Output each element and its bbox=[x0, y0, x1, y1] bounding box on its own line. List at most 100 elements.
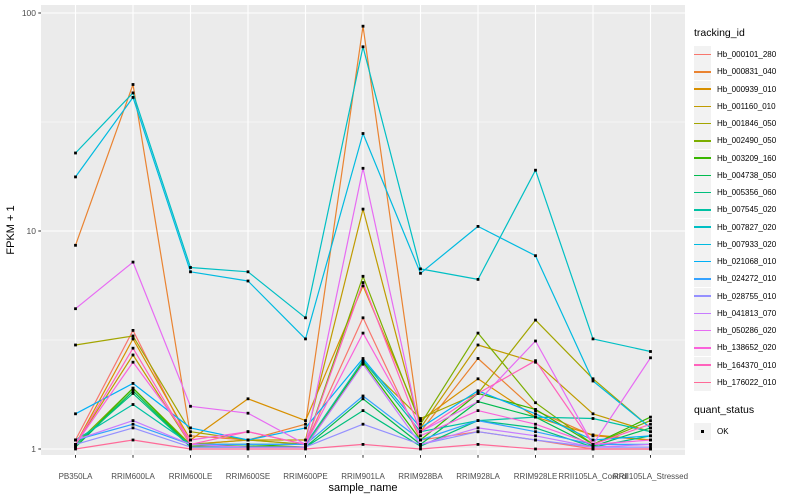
data-point bbox=[304, 419, 307, 422]
series-color-line-icon bbox=[694, 191, 711, 194]
x-tick-label: RRIM928LA bbox=[456, 472, 500, 481]
series-color-line-icon bbox=[694, 88, 711, 90]
data-point bbox=[649, 419, 652, 422]
legend-item: Hb_000101_280 bbox=[694, 46, 777, 64]
data-point bbox=[361, 132, 365, 135]
legend-item-label: Hb_001160_010 bbox=[717, 101, 776, 111]
legend-item: Hb_176022_010 bbox=[694, 373, 777, 391]
data-point bbox=[189, 426, 192, 430]
data-point bbox=[304, 426, 307, 430]
legend-item-label: Hb_024272_010 bbox=[717, 274, 777, 284]
x-tick-label: RRIM928BA bbox=[398, 472, 443, 481]
data-point bbox=[361, 207, 365, 211]
data-point bbox=[304, 443, 307, 446]
legend-item: Hb_000831_040 bbox=[694, 63, 776, 81]
x-tick-label: RRII105LA_Stressed bbox=[613, 472, 688, 481]
data-point bbox=[74, 447, 77, 451]
series-color-line-icon bbox=[694, 53, 711, 56]
data-point bbox=[649, 415, 652, 419]
data-point bbox=[419, 267, 422, 271]
y-tick-label: 100 bbox=[22, 8, 36, 18]
legend-item: Hb_001846_050 bbox=[694, 115, 776, 133]
data-point bbox=[591, 447, 595, 451]
legend-key bbox=[694, 287, 711, 305]
data-point bbox=[304, 316, 307, 320]
legend-key bbox=[694, 322, 711, 340]
data-point bbox=[246, 411, 250, 415]
data-point bbox=[534, 422, 537, 426]
data-point bbox=[649, 426, 652, 430]
data-point bbox=[649, 350, 652, 353]
data-point bbox=[189, 430, 192, 434]
data-point bbox=[131, 389, 135, 393]
data-point bbox=[361, 362, 365, 366]
data-point bbox=[534, 434, 537, 438]
legend-item: Hb_003209_160 bbox=[694, 149, 776, 167]
data-point bbox=[131, 419, 135, 422]
data-point bbox=[591, 433, 595, 437]
data-point bbox=[246, 397, 250, 401]
data-point bbox=[476, 430, 480, 434]
data-point bbox=[189, 443, 192, 446]
data-point bbox=[476, 331, 480, 335]
data-point bbox=[591, 379, 595, 383]
series-color-line-icon bbox=[694, 71, 711, 73]
y-tick-label: 10 bbox=[27, 226, 37, 236]
legend-item-label: Hb_176022_010 bbox=[717, 377, 777, 387]
legend-item-label: Hb_028755_010 bbox=[717, 291, 777, 301]
data-point bbox=[131, 346, 135, 350]
data-point bbox=[476, 409, 480, 412]
data-point bbox=[361, 359, 365, 362]
data-point bbox=[476, 400, 480, 403]
legend-item-label: OK bbox=[717, 427, 729, 437]
x-tick-label: RRIM600LE bbox=[169, 472, 213, 481]
data-point bbox=[189, 438, 192, 442]
data-point bbox=[419, 438, 422, 442]
legend-key bbox=[694, 46, 711, 64]
data-point bbox=[534, 168, 537, 172]
legend-quant-status-block: quant_status OK bbox=[694, 404, 776, 441]
legend-item: Hb_138652_020 bbox=[694, 339, 777, 357]
legend-item-label: Hb_007827_020 bbox=[717, 222, 777, 232]
data-point bbox=[476, 392, 480, 395]
data-point bbox=[74, 243, 77, 247]
legend-key bbox=[694, 218, 711, 236]
x-tick-label: PB350LA bbox=[59, 472, 93, 481]
data-point bbox=[534, 430, 537, 434]
series-color-line-icon bbox=[694, 295, 711, 297]
legend-tracking-items: Hb_000101_280 Hb_000831_040 Hb_000939_010 H… bbox=[694, 46, 776, 391]
data-point bbox=[131, 353, 135, 357]
legend-item-label: Hb_000101_280 bbox=[717, 50, 777, 60]
data-point bbox=[649, 422, 652, 426]
data-point bbox=[361, 284, 365, 288]
legend-item-label: Hb_021068_010 bbox=[717, 257, 777, 267]
legend-item-label: Hb_005356_060 bbox=[717, 188, 777, 198]
legend-key bbox=[694, 63, 711, 81]
legend-key bbox=[694, 97, 711, 115]
data-point bbox=[476, 357, 480, 360]
data-point bbox=[246, 270, 250, 274]
data-point bbox=[476, 278, 480, 281]
data-point bbox=[534, 318, 537, 322]
data-point bbox=[534, 408, 537, 411]
data-point bbox=[189, 434, 192, 438]
x-tick-label: RRIM901LA bbox=[341, 472, 385, 481]
data-point bbox=[419, 434, 422, 438]
legend-key bbox=[694, 339, 711, 357]
legend-item-label: Hb_002490_050 bbox=[717, 136, 777, 146]
x-axis-title: sample_name bbox=[328, 482, 398, 494]
data-point bbox=[361, 409, 365, 412]
series-color-line-icon bbox=[694, 260, 711, 263]
series-color-line-icon bbox=[694, 243, 711, 246]
data-point bbox=[361, 24, 365, 28]
legend-item-label: Hb_138652_020 bbox=[717, 343, 777, 353]
legend-key bbox=[694, 201, 711, 219]
data-point bbox=[246, 447, 250, 451]
quant-ok-key bbox=[694, 423, 711, 441]
legend-key bbox=[694, 166, 711, 184]
data-point bbox=[246, 279, 250, 283]
data-point bbox=[591, 377, 595, 381]
data-point bbox=[361, 316, 365, 320]
data-point bbox=[361, 274, 365, 278]
